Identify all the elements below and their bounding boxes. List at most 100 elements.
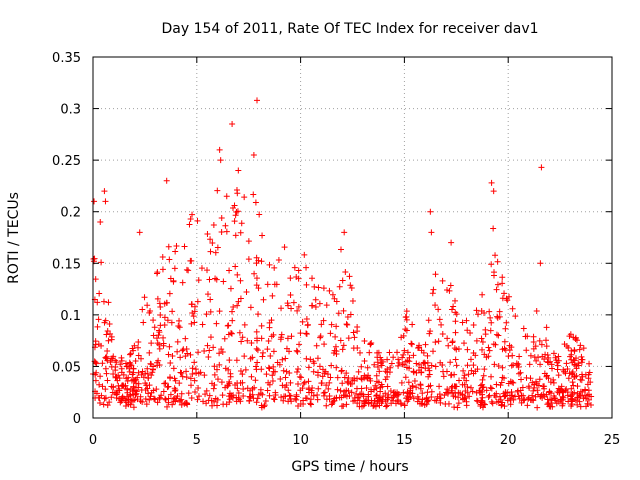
data-point: [554, 359, 561, 366]
data-point: [117, 361, 124, 368]
data-point: [118, 354, 125, 361]
data-point: [467, 356, 474, 363]
data-point: [156, 345, 163, 352]
data-point: [102, 317, 109, 324]
data-point: [373, 372, 380, 379]
data-point: [283, 345, 290, 352]
data-point: [128, 362, 135, 369]
data-point: [303, 264, 310, 271]
data-point: [258, 335, 265, 342]
data-point: [479, 339, 486, 345]
data-point: [182, 399, 189, 406]
data-point: [102, 198, 109, 205]
data-point: [561, 341, 568, 348]
data-point: [544, 358, 551, 365]
data-point: [103, 331, 110, 338]
data-point: [577, 388, 584, 395]
data-point: [191, 308, 198, 315]
data-point: [338, 394, 345, 401]
data-point: [216, 350, 223, 357]
data-point: [169, 353, 176, 360]
data-point: [533, 357, 540, 364]
data-point: [323, 402, 330, 409]
data-point: [386, 349, 393, 356]
data-point: [347, 282, 354, 289]
data-point: [266, 261, 273, 268]
data-point: [234, 208, 241, 215]
data-point: [310, 358, 317, 365]
data-point: [92, 359, 99, 366]
data-point: [165, 395, 172, 402]
data-point: [493, 381, 500, 388]
data-point: [204, 267, 211, 274]
data-point: [494, 313, 501, 320]
data-point: [142, 396, 149, 403]
data-point: [428, 393, 435, 400]
data-point: [216, 361, 223, 368]
data-point: [449, 339, 456, 346]
data-point: [165, 243, 172, 250]
data-point: [95, 316, 102, 323]
data-point: [260, 296, 267, 303]
data-point: [249, 354, 256, 361]
data-point: [254, 359, 261, 366]
data-point: [355, 368, 362, 375]
data-point: [145, 375, 152, 382]
data-point: [132, 391, 139, 398]
data-point: [174, 338, 181, 345]
data-point: [494, 281, 501, 288]
data-point: [91, 198, 98, 205]
data-point: [335, 310, 342, 317]
data-point: [250, 151, 257, 158]
data-point: [135, 352, 142, 359]
data-point: [178, 370, 185, 377]
data-point: [92, 276, 99, 283]
data-point: [415, 344, 422, 351]
data-point: [119, 382, 126, 389]
data-point: [254, 97, 261, 104]
data-point: [203, 387, 210, 394]
data-point: [198, 265, 205, 272]
y-tick-label: 0.05: [52, 360, 81, 375]
data-point: [126, 359, 133, 366]
data-point: [517, 369, 524, 376]
data-point: [259, 391, 266, 398]
data-point: [219, 392, 226, 399]
data-point: [146, 396, 153, 403]
data-point: [343, 370, 350, 377]
data-point: [246, 397, 253, 404]
data-point: [279, 356, 286, 363]
data-point: [358, 385, 365, 392]
data-point: [269, 292, 276, 299]
data-point: [378, 356, 385, 363]
data-point: [167, 360, 174, 367]
data-point: [165, 383, 172, 390]
data-point: [257, 386, 264, 393]
data-point: [218, 346, 225, 353]
data-point: [218, 214, 225, 221]
data-point: [512, 393, 519, 400]
data-point: [146, 349, 153, 356]
data-point: [252, 377, 259, 384]
data-point: [490, 188, 497, 195]
data-point: [481, 366, 488, 373]
data-point: [307, 396, 314, 403]
data-point: [300, 397, 307, 404]
data-point: [172, 377, 179, 384]
data-point: [327, 330, 334, 337]
data-point: [541, 383, 548, 390]
data-point: [530, 345, 537, 352]
data-point: [307, 356, 314, 363]
data-point: [493, 286, 500, 293]
data-point: [428, 362, 435, 369]
data-point: [287, 275, 294, 282]
data-point: [183, 266, 190, 273]
data-point: [97, 219, 104, 226]
data-point: [334, 374, 341, 381]
data-point: [361, 358, 368, 365]
data-point: [470, 362, 477, 369]
data-point: [403, 327, 410, 334]
data-point: [426, 367, 433, 374]
data-point: [347, 380, 354, 387]
data-point: [501, 290, 508, 297]
